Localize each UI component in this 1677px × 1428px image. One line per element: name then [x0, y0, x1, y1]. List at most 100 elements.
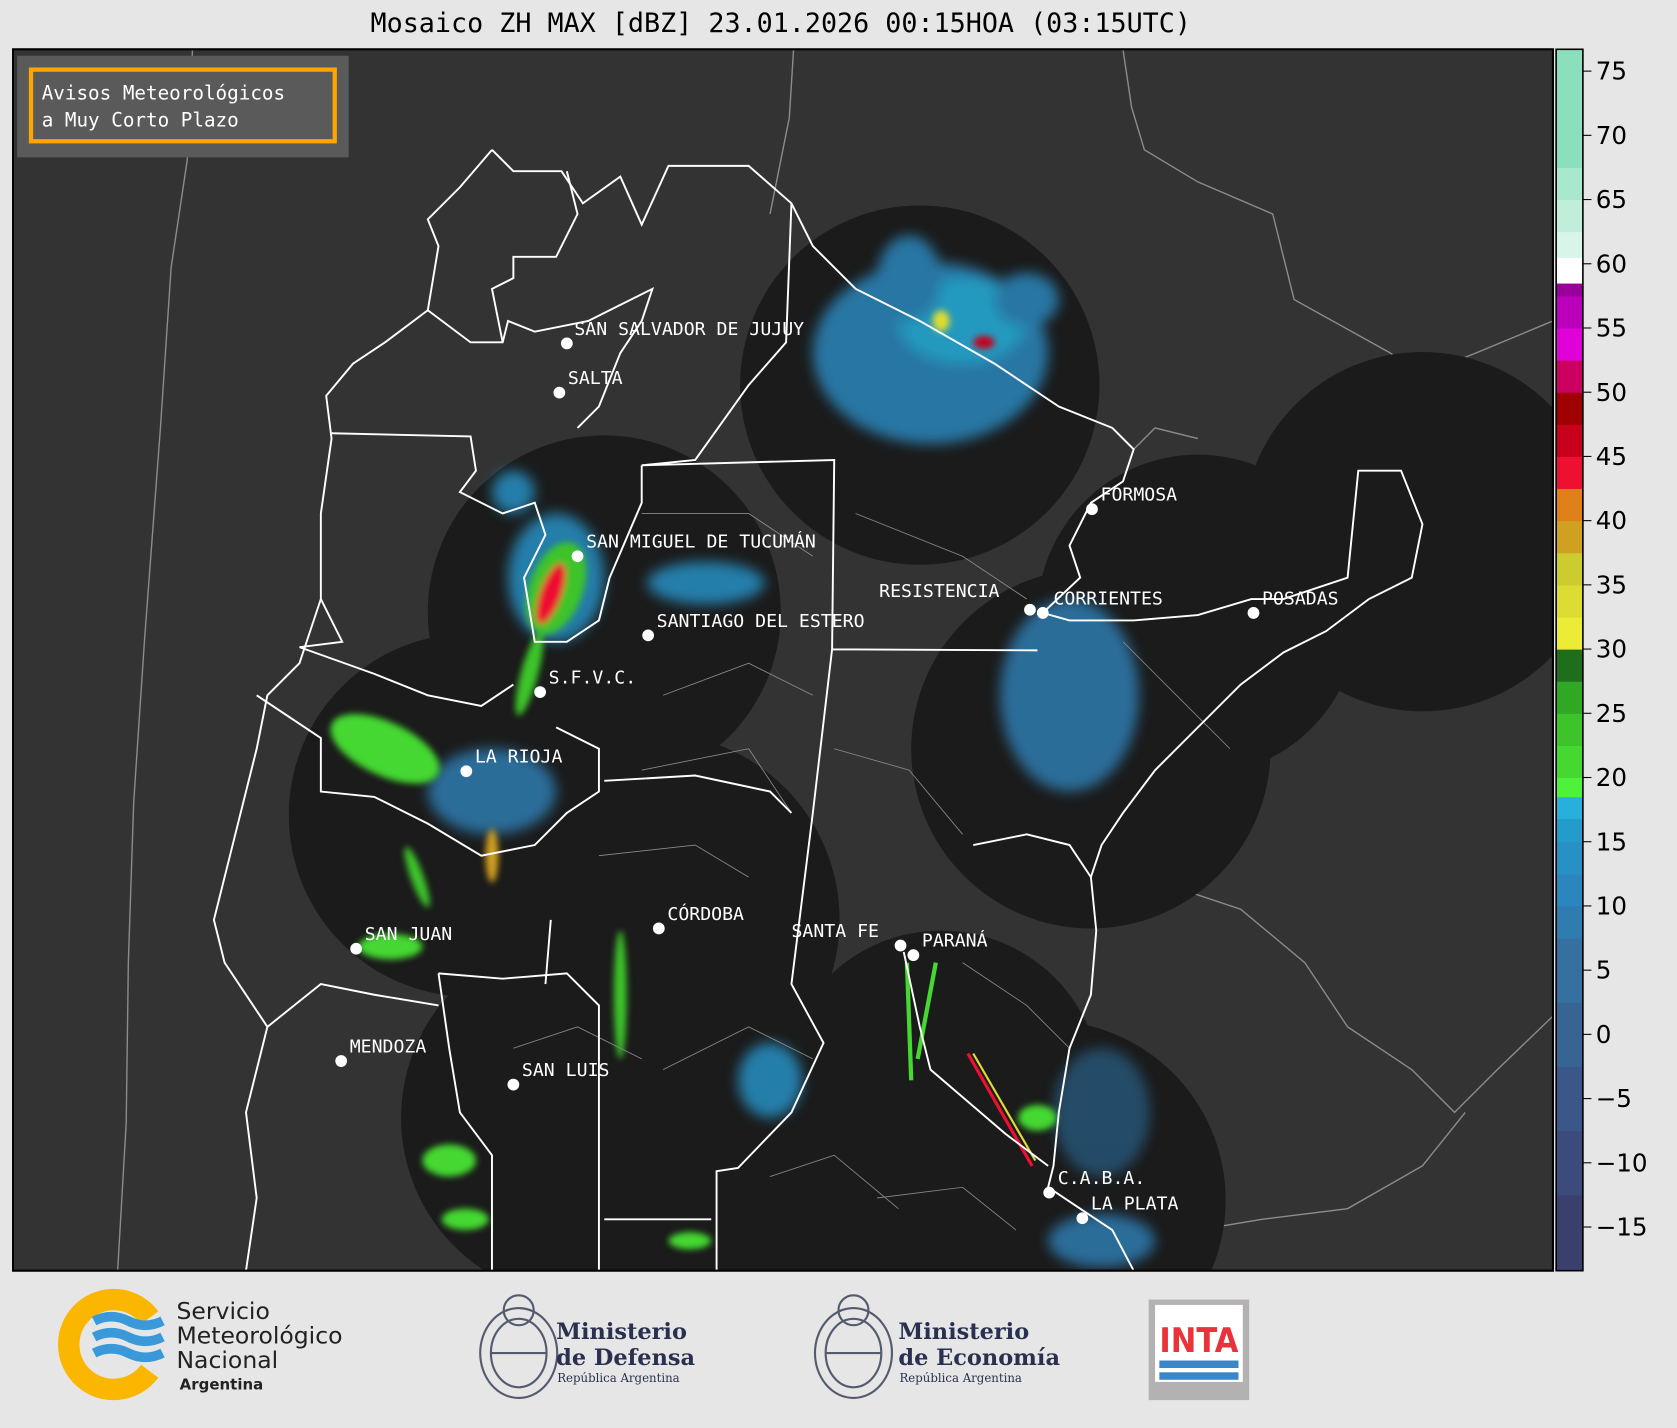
warning-box-line2: a Muy Corto Plazo	[42, 108, 239, 131]
warning-box[interactable]: Avisos Meteorológicos a Muy Corto Plazo	[17, 55, 349, 158]
city-marker-dot	[1076, 1212, 1089, 1225]
colorbar-bin	[1556, 199, 1583, 233]
city: LA PLATA	[1076, 1194, 1178, 1225]
colorbar-tick-label: 0	[1596, 1020, 1612, 1049]
economia-text-2: de Economía	[898, 1345, 1060, 1371]
city-label: SAN LUIS	[522, 1060, 610, 1081]
city-marker-dot	[894, 939, 907, 952]
city: S.F.V.C.	[534, 668, 636, 698]
colorbar-tick-label: 75	[1596, 57, 1627, 86]
colorbar-bin	[1556, 231, 1583, 258]
smn-waves-icon	[91, 1311, 165, 1363]
smn-logo: Servicio Meteorológico Nacional Argentin…	[58, 1288, 343, 1401]
colorbar-tick-label: 15	[1596, 827, 1627, 856]
city: CÓRDOBA	[652, 903, 744, 935]
colorbar-bin	[1556, 1130, 1583, 1196]
colorbar-bin	[1556, 552, 1583, 586]
colorbar-bin	[1556, 456, 1583, 490]
colorbar-bin	[1556, 777, 1583, 798]
argentina-coat-of-arms-icon	[479, 1294, 559, 1400]
city-label: CÓRDOBA	[667, 903, 744, 925]
city-marker-dot	[553, 386, 566, 399]
colorbar-tick-label: 45	[1596, 442, 1627, 471]
economia-text-3: República Argentina	[899, 1371, 1021, 1385]
colorbar-tick-label: −5	[1596, 1084, 1632, 1113]
city: LA RIOJA	[460, 747, 563, 778]
inta-text: INTA	[1159, 1321, 1239, 1361]
colorbar-tick-label: 40	[1596, 506, 1627, 535]
city-marker-dot	[1036, 607, 1049, 619]
city-marker-dot	[534, 686, 546, 698]
city-label: PARANÁ	[922, 930, 988, 952]
colorbar-tick-label: 20	[1596, 763, 1627, 792]
colorbar-bin	[1556, 745, 1583, 779]
colorbar-bin	[1556, 392, 1583, 425]
city: SAN JUAN	[350, 924, 452, 955]
city-label: CORRIENTES	[1053, 588, 1162, 609]
city-label: MENDOZA	[350, 1037, 427, 1058]
colorbar-bin	[1556, 257, 1583, 284]
city-label: SAN MIGUEL DE TUCUMÁN	[586, 531, 816, 553]
city-marker-dot	[350, 942, 363, 955]
smn-text-2: Meteorológico	[176, 1321, 342, 1349]
colorbar-frame	[1555, 48, 1584, 1272]
city: SAN SALVADOR DE JUJUY	[560, 319, 804, 350]
smn-text-1: Servicio	[176, 1297, 269, 1325]
colorbar-bin	[1556, 49, 1583, 168]
colorbar-bin	[1556, 584, 1583, 618]
colorbar-bin	[1556, 424, 1583, 457]
radar-echoes	[330, 235, 1156, 1268]
city-label: FORMOSA	[1101, 485, 1178, 506]
city-label: SAN SALVADOR DE JUJUY	[574, 319, 804, 340]
city: SANTA FE	[791, 921, 907, 952]
city: SANTIAGO DEL ESTERO	[642, 611, 865, 642]
colorbar-tick-label: 5	[1596, 956, 1612, 985]
defensa-text-1: Ministerio	[556, 1319, 687, 1345]
warning-box-border	[28, 67, 337, 144]
city: SAN LUIS	[507, 1060, 610, 1091]
map-frame	[11, 48, 1555, 1272]
city-marker-dot	[1024, 603, 1036, 616]
city: MENDOZA	[335, 1037, 426, 1067]
city-label: SANTA FE	[791, 921, 879, 942]
colorbar-tick-label: 10	[1596, 891, 1627, 920]
colorbar-tick-label: 25	[1596, 699, 1627, 728]
map-area: SAN SALVADOR DE JUJUY SALTA SAN MIGUEL DE …	[12, 49, 1553, 1271]
warning-box-line1: Avisos Meteorológicos	[42, 82, 285, 105]
city-marker-dot	[571, 550, 584, 563]
city-marker-dot	[642, 629, 655, 642]
figure-title: Mosaico ZH MAX [dBZ] 23.01.2026 00:15HOA…	[371, 8, 1191, 39]
economia-text-1: Ministerio	[898, 1319, 1029, 1345]
city-marker-dot	[1086, 503, 1098, 516]
department-borders	[513, 513, 1231, 1231]
city-markers: SAN SALVADOR DE JUJUY SALTA SAN MIGUEL DE …	[335, 319, 1339, 1225]
city-marker-dot	[652, 922, 665, 935]
colorbar-bin	[1556, 295, 1583, 329]
colorbar-bin	[1556, 938, 1583, 1003]
colorbar-bin	[1556, 873, 1583, 907]
smn-text-3: Nacional	[176, 1346, 278, 1374]
colorbar-tick-label: 30	[1596, 635, 1627, 664]
ministerio-defensa-logo: Ministerio de Defensa República Argentin…	[479, 1294, 696, 1400]
colorbar-tick-label: 55	[1596, 314, 1627, 343]
colorbar-bin	[1556, 488, 1583, 522]
colorbar-bin	[1556, 1002, 1583, 1068]
colorbar-tick-label: −10	[1596, 1148, 1648, 1177]
city-marker-dot	[907, 949, 920, 962]
colorbar-bin	[1556, 283, 1583, 297]
city-label: LA RIOJA	[475, 747, 563, 768]
city-marker-dot	[460, 765, 473, 778]
city: CORRIENTES	[1036, 588, 1163, 619]
colorbar-bin	[1556, 327, 1583, 361]
colorbar-bin	[1556, 649, 1583, 682]
radar-coverage-circle	[780, 930, 1102, 1252]
colorbar-bin	[1556, 616, 1583, 650]
city: SALTA	[553, 368, 623, 399]
colorbar-tick-label: 70	[1596, 121, 1627, 150]
defensa-text-3: República Argentina	[557, 1371, 679, 1385]
colorbar-bin	[1556, 841, 1583, 875]
city-marker-dot	[335, 1055, 348, 1067]
city-marker-dot	[560, 337, 573, 350]
colorbar-bin	[1556, 1066, 1583, 1132]
